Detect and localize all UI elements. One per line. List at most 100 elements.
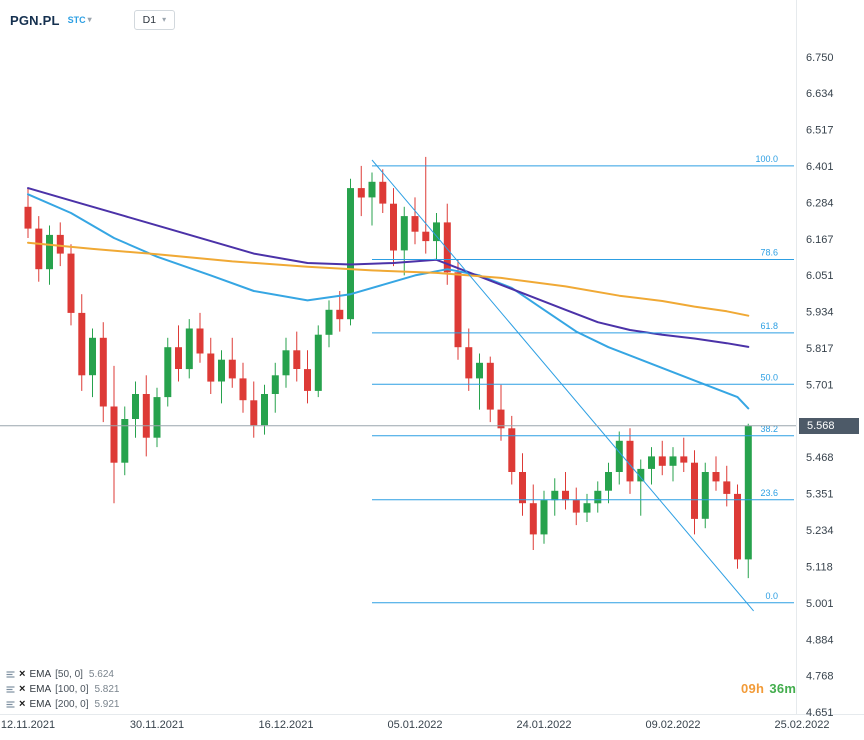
indicator-value: 5.821 bbox=[94, 683, 120, 695]
candle bbox=[271, 362, 279, 413]
candle bbox=[658, 440, 666, 476]
candle bbox=[239, 362, 247, 413]
current-price-badge: 5.568 bbox=[799, 418, 859, 434]
indicator-name: EMA bbox=[29, 668, 52, 680]
x-axis-label: 05.01.2022 bbox=[387, 719, 442, 731]
y-axis-label: 5.234 bbox=[806, 525, 834, 537]
candle bbox=[551, 478, 559, 516]
candle bbox=[390, 188, 397, 267]
candle bbox=[562, 472, 569, 510]
indicator-properties-icon[interactable] bbox=[6, 685, 15, 694]
candle bbox=[626, 428, 634, 494]
indicator-properties-icon[interactable] bbox=[6, 700, 15, 709]
candle bbox=[454, 259, 462, 360]
y-axis-label: 6.750 bbox=[806, 52, 834, 64]
candle bbox=[132, 381, 139, 438]
indicator-value: 5.624 bbox=[88, 668, 114, 680]
candle bbox=[712, 456, 720, 491]
x-axis-label: 16.12.2021 bbox=[258, 719, 313, 731]
ema-line-100[interactable] bbox=[27, 187, 750, 348]
indicator-remove-icon[interactable]: × bbox=[19, 698, 26, 710]
candle bbox=[357, 165, 365, 217]
ema-line-200[interactable] bbox=[27, 241, 750, 317]
indicator-remove-icon[interactable]: × bbox=[19, 683, 26, 695]
candle bbox=[67, 244, 75, 326]
candle bbox=[400, 206, 408, 276]
candle bbox=[648, 447, 655, 485]
x-axis-label: 09.02.2022 bbox=[645, 719, 700, 731]
timeframe-label: D1 bbox=[142, 14, 157, 26]
indicator-legend: × EMA [50, 0] 5.624 × EMA [100, 0] 5.821… bbox=[6, 668, 120, 710]
x-axis-label: 12.11.2021 bbox=[1, 719, 55, 731]
candle bbox=[347, 178, 354, 326]
ema-line-50[interactable] bbox=[27, 193, 750, 410]
candles bbox=[24, 156, 752, 579]
candle-countdown: 09h 36m bbox=[741, 681, 796, 696]
indicator-name: EMA bbox=[29, 683, 52, 695]
candle bbox=[175, 325, 182, 382]
candle bbox=[605, 462, 612, 504]
candle bbox=[572, 487, 580, 526]
symbol-label: PGN.PL bbox=[10, 12, 60, 28]
y-axis-label: 4.651 bbox=[806, 707, 834, 719]
indicator-row-ema200: × EMA [200, 0] 5.921 bbox=[6, 698, 120, 710]
candle bbox=[422, 156, 430, 254]
indicator-row-ema100: × EMA [100, 0] 5.821 bbox=[6, 683, 120, 695]
candle bbox=[78, 294, 86, 391]
candle bbox=[121, 406, 129, 476]
indicator-params: [50, 0] bbox=[55, 668, 83, 680]
candle bbox=[615, 431, 623, 485]
timeframe-select[interactable]: D1 ▾ bbox=[133, 10, 176, 30]
fib-level-label: 61.8 bbox=[760, 321, 778, 331]
candle bbox=[89, 328, 96, 398]
candle bbox=[508, 415, 516, 485]
candle bbox=[744, 423, 752, 579]
candle bbox=[529, 484, 537, 550]
indicator-value: 5.921 bbox=[94, 698, 120, 710]
y-axis-label: 6.051 bbox=[806, 270, 834, 282]
y-axis-label: 6.167 bbox=[806, 234, 834, 246]
y-axis-label: 6.401 bbox=[806, 161, 834, 173]
y-axis-label: 5.351 bbox=[806, 489, 834, 501]
candle bbox=[218, 350, 225, 404]
candle bbox=[368, 172, 376, 226]
candle bbox=[379, 169, 387, 213]
fib-level-label: 50.0 bbox=[760, 372, 778, 382]
candle bbox=[164, 337, 172, 407]
y-axis-label: 6.517 bbox=[806, 125, 834, 137]
candle bbox=[153, 387, 161, 448]
candle bbox=[443, 203, 451, 285]
indicator-tag-stc[interactable]: STC ▾ bbox=[68, 15, 92, 25]
indicator-name: EMA bbox=[29, 698, 52, 710]
countdown-hours: 09h bbox=[741, 681, 765, 696]
candle bbox=[293, 331, 301, 382]
candle bbox=[228, 337, 236, 388]
candle bbox=[261, 384, 268, 435]
indicator-row-ema50: × EMA [50, 0] 5.624 bbox=[6, 668, 120, 680]
fib-level-label: 38.2 bbox=[760, 424, 778, 434]
candle bbox=[486, 356, 494, 423]
indicator-remove-icon[interactable]: × bbox=[19, 668, 26, 680]
y-axis-label: 6.634 bbox=[806, 88, 834, 100]
candle bbox=[669, 447, 677, 482]
candle bbox=[325, 300, 333, 348]
candle bbox=[282, 337, 290, 388]
candle bbox=[314, 325, 322, 398]
candle bbox=[56, 222, 64, 267]
y-axis-label: 4.884 bbox=[806, 634, 834, 646]
candle bbox=[250, 381, 258, 438]
candle bbox=[207, 337, 215, 394]
indicator-properties-icon[interactable] bbox=[6, 670, 15, 679]
candle bbox=[142, 375, 150, 457]
y-axis-label: 4.768 bbox=[806, 670, 834, 682]
fib-trendline[interactable] bbox=[371, 159, 754, 612]
x-axis-label: 24.01.2022 bbox=[516, 719, 571, 731]
candle bbox=[35, 216, 43, 282]
candle bbox=[336, 291, 344, 332]
candle bbox=[594, 481, 602, 513]
candle bbox=[583, 493, 591, 522]
candle bbox=[476, 353, 483, 410]
candle bbox=[734, 484, 741, 569]
countdown-minutes: 36m bbox=[769, 681, 797, 696]
